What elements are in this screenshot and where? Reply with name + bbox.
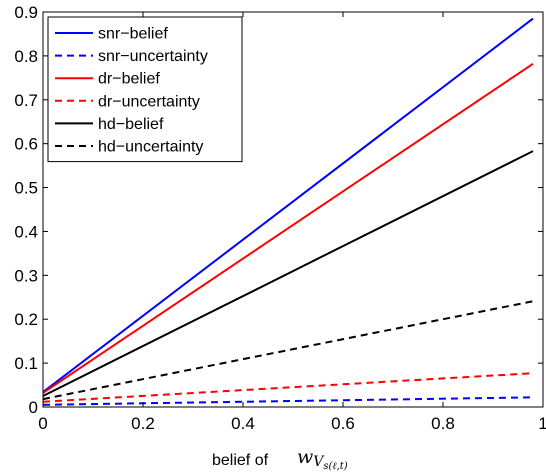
y-tick-label: 0.6 [14, 135, 38, 154]
series-line-1 [42, 17, 534, 393]
x-axis-label-math-subsub: s(ℓ,t) [323, 461, 347, 472]
legend-entry-label: dr−uncertainty [98, 93, 200, 110]
y-tick-label: 0.2 [14, 310, 38, 329]
y-tick-label: 0.5 [14, 179, 38, 198]
x-axis-label-math-sub: V [313, 454, 325, 470]
legend-entry-label: snr−belief [98, 26, 168, 43]
x-tick-label: 0.4 [231, 414, 255, 433]
y-tick-label: 0 [29, 398, 38, 417]
x-axis-label-text: belief of [212, 452, 269, 469]
series-line-5 [42, 150, 534, 397]
legend-entry-label: hd−belief [98, 116, 164, 133]
series-line-3 [42, 62, 534, 394]
y-tick-label: 0.8 [14, 47, 38, 66]
legend: snr−belief snr−uncertainty dr−belief dr−unc… [47, 16, 243, 163]
x-axis-label-math: wVs(ℓ,t) [297, 446, 348, 472]
y-tick-label: 0.4 [14, 222, 38, 241]
series-line-2 [42, 396, 534, 406]
y-tick-label: 0.3 [14, 266, 38, 285]
legend-entry-label: dr−belief [98, 71, 160, 88]
legend-entry-label: hd−uncertainty [98, 139, 203, 156]
legend-entry-label: snr−uncertainty [98, 48, 208, 65]
tick-layer: 0 0.2 0.4 0.6 0.8 1 0 0.1 0.2 0.3 0.4 0.5 0.6 0.7 0.8 0… [14, 3, 546, 433]
series-layer [42, 17, 534, 406]
series-line-4 [42, 372, 534, 403]
legend-box [47, 16, 243, 163]
y-tick-label: 0.7 [14, 91, 38, 110]
axes-frame [42, 11, 544, 408]
x-tick-label: 0.6 [331, 414, 355, 433]
y-tick-label: 0.1 [14, 354, 38, 373]
x-tick-label: 0 [38, 414, 47, 433]
x-tick-label: 0.2 [131, 414, 155, 433]
x-axis-label: belief of wVs(ℓ,t) [212, 446, 348, 472]
x-tick-label: 1 [538, 414, 546, 433]
x-tick-label: 0.8 [431, 414, 455, 433]
x-axis-label-math-main: w [297, 446, 313, 468]
y-tick-label: 0.9 [14, 3, 38, 22]
